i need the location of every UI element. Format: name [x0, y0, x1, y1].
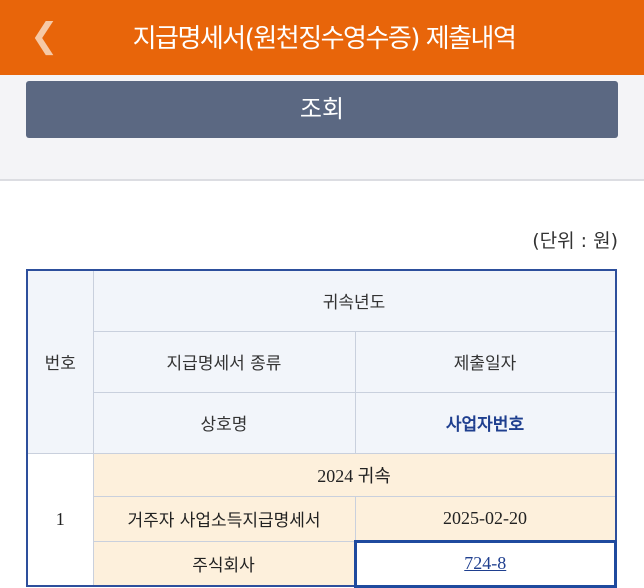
header-year: 귀속년도 — [92, 269, 616, 332]
search-panel: 조회 — [0, 75, 644, 181]
header-bizno: 사업자번호 — [354, 391, 616, 454]
header-no: 번호 — [26, 269, 94, 454]
page-title: 지급명세서(원천징수영수증) 제출내역 — [132, 24, 517, 54]
submission-table: 번호 귀속년도 지급명세서 종류 제출일자 상호명 사업자번호 1 2024 귀… — [26, 269, 617, 588]
row-date: 2025-02-20 — [354, 495, 616, 542]
row-no: 1 — [26, 452, 94, 587]
header-type: 지급명세서 종류 — [92, 330, 356, 393]
row-company: 주식회사 — [92, 540, 356, 587]
search-button[interactable]: 조회 — [26, 81, 618, 138]
header-company: 상호명 — [92, 391, 356, 454]
unit-label: (단위 : 원) — [532, 230, 618, 252]
bizno-link[interactable]: 724-8 — [464, 553, 507, 573]
row-type: 거주자 사업소득지급명세서 — [92, 495, 356, 542]
table-row: 1 2024 귀속 — [26, 452, 616, 587]
row-year: 2024 귀속 — [92, 452, 616, 497]
app-header: ❮ 지급명세서(원천징수영수증) 제출내역 — [0, 0, 644, 75]
chevron-left-icon[interactable]: ❮ — [30, 16, 59, 56]
header-date: 제출일자 — [354, 330, 616, 393]
